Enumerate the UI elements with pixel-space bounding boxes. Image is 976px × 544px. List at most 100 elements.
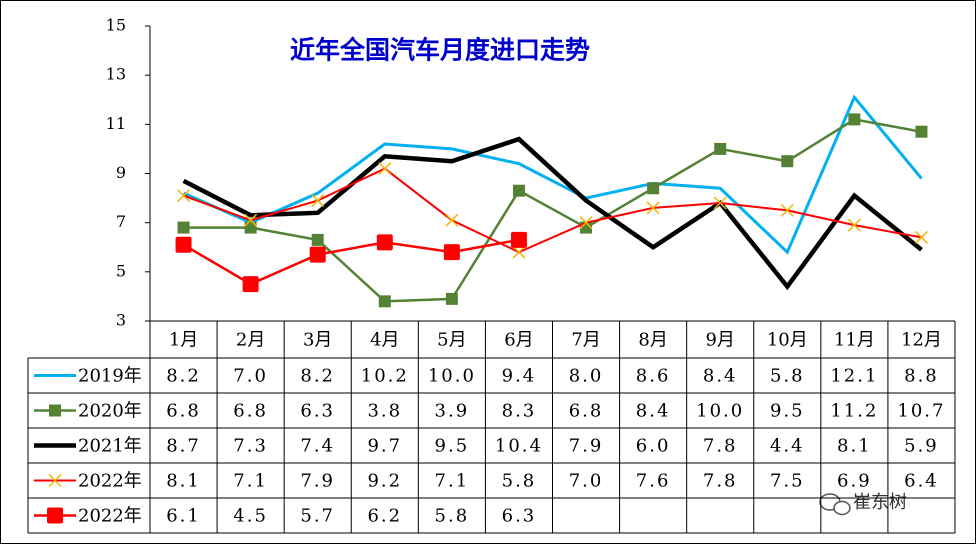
marker (714, 142, 727, 155)
value-label: 7.6 (636, 471, 671, 492)
value-label: 6.8 (166, 401, 201, 422)
marker (177, 221, 190, 234)
value-label: 7.1 (233, 471, 268, 492)
marker (510, 231, 527, 248)
line (182, 94, 923, 255)
value-label: 9.5 (435, 436, 470, 457)
value-label: 4.4 (770, 436, 805, 457)
value-label: 6.8 (569, 401, 604, 422)
x-tick-label: 7月 (571, 330, 600, 351)
x-tick-label: 3月 (303, 330, 332, 351)
value-label: 6.9 (837, 471, 872, 492)
marker (175, 236, 192, 253)
marker (47, 507, 63, 524)
value-label: 6.8 (233, 401, 268, 422)
value-label: 7.0 (233, 366, 268, 387)
marker (780, 203, 794, 217)
value-label: 7.8 (703, 471, 738, 492)
marker (177, 189, 191, 203)
series (175, 231, 527, 293)
value-label: 5.9 (904, 436, 939, 457)
value-label: 9.2 (367, 471, 402, 492)
marker (512, 245, 526, 259)
value-label: 7.3 (233, 436, 268, 457)
marker (378, 295, 391, 308)
legend-label: 2022年 (78, 471, 142, 492)
value-label: 7.8 (703, 436, 738, 457)
watermark: 崔东树 (853, 492, 907, 513)
marker (378, 162, 392, 176)
y-tick-label: 7 (116, 212, 126, 231)
marker (311, 233, 324, 246)
value-label: 7.9 (569, 436, 604, 457)
value-label: 9.5 (770, 401, 805, 422)
value-label: 8.4 (703, 366, 738, 387)
value-label: 8.0 (569, 366, 604, 387)
value-label: 6.2 (367, 506, 402, 527)
value-label: 7.0 (569, 471, 604, 492)
marker (914, 230, 928, 244)
value-label: 5.8 (435, 506, 470, 527)
value-label: 6.3 (502, 506, 537, 527)
value-label: 8.7 (166, 436, 201, 457)
line (183, 167, 922, 254)
value-label: 6.4 (904, 471, 939, 492)
value-label: 5.8 (770, 366, 805, 387)
value-label: 7.4 (300, 436, 335, 457)
value-label: 5.7 (300, 506, 335, 527)
x-tick-label: 11月 (834, 330, 875, 351)
value-label: 8.4 (636, 401, 671, 422)
value-label: 8.2 (300, 366, 335, 387)
value-label: 6.0 (636, 436, 671, 457)
marker (443, 244, 460, 261)
line (182, 238, 520, 286)
value-label: 7.5 (770, 471, 805, 492)
value-label: 8.8 (904, 366, 939, 387)
value-label: 10.0 (696, 401, 744, 422)
x-tick-label: 12月 (901, 330, 942, 351)
y-tick-label: 9 (116, 163, 126, 182)
marker (848, 113, 861, 126)
value-label: 10.4 (495, 436, 543, 457)
value-label: 11.2 (830, 401, 878, 422)
value-label: 9.7 (367, 436, 402, 457)
y-tick-label: 5 (116, 261, 126, 280)
marker (445, 213, 459, 227)
marker (445, 292, 458, 305)
value-label: 8.1 (166, 471, 201, 492)
y-tick-label: 15 (106, 16, 126, 35)
marker (309, 246, 326, 263)
x-tick-label: 9月 (705, 330, 734, 351)
marker (713, 196, 727, 210)
value-label: 8.3 (502, 401, 537, 422)
value-label: 10.7 (897, 401, 945, 422)
marker (781, 155, 794, 168)
marker (48, 473, 62, 488)
value-label: 5.8 (502, 471, 537, 492)
marker (49, 404, 61, 417)
value-label: 7.9 (300, 471, 335, 492)
marker (311, 194, 325, 208)
value-label: 6.1 (166, 506, 201, 527)
chart-title: 近年全国汽车月度进口走势 (290, 36, 590, 65)
value-label: 7.1 (435, 471, 470, 492)
marker (242, 276, 259, 293)
series (182, 136, 923, 291)
legend-label: 2019年 (78, 366, 142, 387)
legend-label: 2021年 (78, 436, 142, 457)
y-tick-label: 13 (106, 65, 126, 84)
value-label: 4.5 (233, 506, 268, 527)
marker (847, 218, 861, 232)
x-tick-label: 4月 (370, 330, 399, 351)
value-label: 9.4 (502, 366, 537, 387)
marker (244, 221, 257, 234)
y-tick-label: 11 (106, 114, 126, 133)
marker (244, 213, 258, 227)
series (177, 113, 928, 308)
x-tick-label: 8月 (638, 330, 667, 351)
value-label: 8.6 (636, 366, 671, 387)
value-label: 6.3 (300, 401, 335, 422)
line (183, 118, 922, 303)
